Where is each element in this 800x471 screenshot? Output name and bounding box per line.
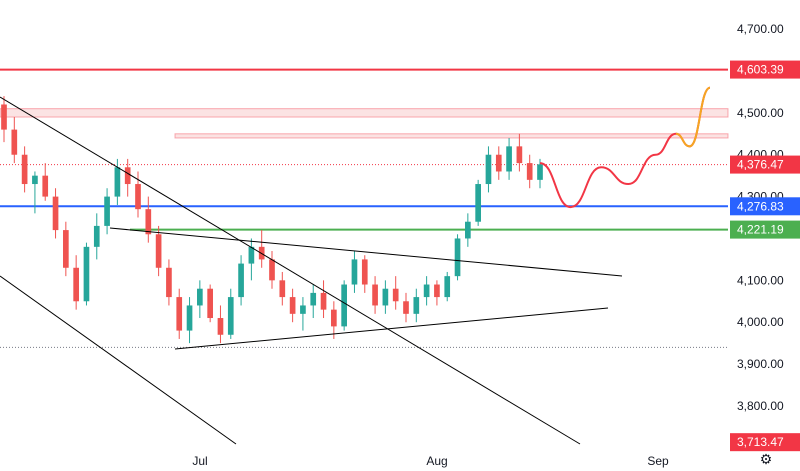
candle-body [382,288,389,306]
candle-body [21,154,28,185]
projection-orange-path [675,86,711,148]
candle-body [279,280,286,298]
candle-body [32,175,38,185]
candle-body [372,284,378,306]
candle-body [269,259,275,281]
candle-body [186,305,193,331]
candle-body [495,154,502,172]
time-tick-label: Jul [192,454,207,468]
candle-body [73,267,79,302]
price-tick-label: 4,000.00 [737,315,784,329]
candle-body [11,129,18,155]
resistance-zone [0,108,729,118]
candle-body [361,259,368,285]
projection-red-path [539,86,711,209]
candle-body [331,309,337,327]
candle-body [516,146,523,164]
candle-body [124,167,131,185]
price-tag [730,220,800,239]
candle-body [300,305,306,314]
projection-path [539,86,711,209]
candle-body [248,246,255,264]
candle-body [434,284,440,298]
candle-body [135,184,141,210]
candle-body [166,267,172,298]
candle-body [197,288,203,306]
candle-body [217,318,224,335]
candle-body [155,234,162,268]
candle-body [444,276,451,298]
candle-body [289,297,296,314]
candle-body [83,246,90,302]
candle-body [454,238,461,277]
price-tag [730,60,800,79]
trendlines [0,96,623,445]
candle-body [104,196,110,226]
time-axis: Jul Aug Sep [192,454,669,468]
candle-body [114,167,121,197]
candle-body [207,288,213,319]
candle-body [537,164,543,180]
candle-body [485,154,492,185]
triangle-upper [109,227,623,277]
price-axis: 4,700.004,500.004,400.004,300.004,100.00… [730,22,800,452]
price-tick-label: 4,100.00 [737,273,784,287]
candle-body [526,163,533,180]
descending-channel-upper [0,96,581,445]
candle-body [1,104,7,130]
candle-body [145,209,152,235]
price-tick-label: 3,900.00 [737,357,784,371]
candle-body [93,225,100,247]
price-tag-label: 4,276.83 [737,199,784,213]
time-tick-label: Aug [426,454,447,468]
resistance-zone [174,133,729,139]
candle-body [227,297,234,335]
candle-body [320,292,327,310]
price-tag-label: 4,603.39 [737,63,784,77]
price-tick-label: 4,700.00 [737,22,784,36]
candle-body [403,301,409,314]
candle-body [310,292,317,306]
price-tag [730,155,800,174]
price-tag-label: 3,713.47 [737,435,784,449]
chart-settings-icon[interactable]: ⚙ [759,451,773,467]
price-tag [730,433,800,452]
price-tick-label: 3,800.00 [737,399,784,413]
candle-body [351,259,358,285]
candle-body [465,221,471,239]
price-tag [730,197,800,216]
candle-body [475,184,481,222]
candle-body [392,288,399,302]
price-tag-label: 4,376.47 [737,158,784,172]
candle-body [42,175,49,197]
candle-body [423,284,430,298]
candle-body [176,297,183,331]
descending-channel-lower [0,275,237,445]
triangle-lower [174,307,609,350]
candlestick-series [1,96,543,344]
candle-body [506,146,512,172]
candle-body [63,230,69,268]
candle-body [413,297,420,314]
candle-body [238,263,244,298]
candle-body [52,196,59,231]
time-tick-label: Sep [647,454,669,468]
price-tick-label: 4,500.00 [737,106,784,120]
candle-body [341,284,347,327]
price-tag-label: 4,221.19 [737,223,784,237]
